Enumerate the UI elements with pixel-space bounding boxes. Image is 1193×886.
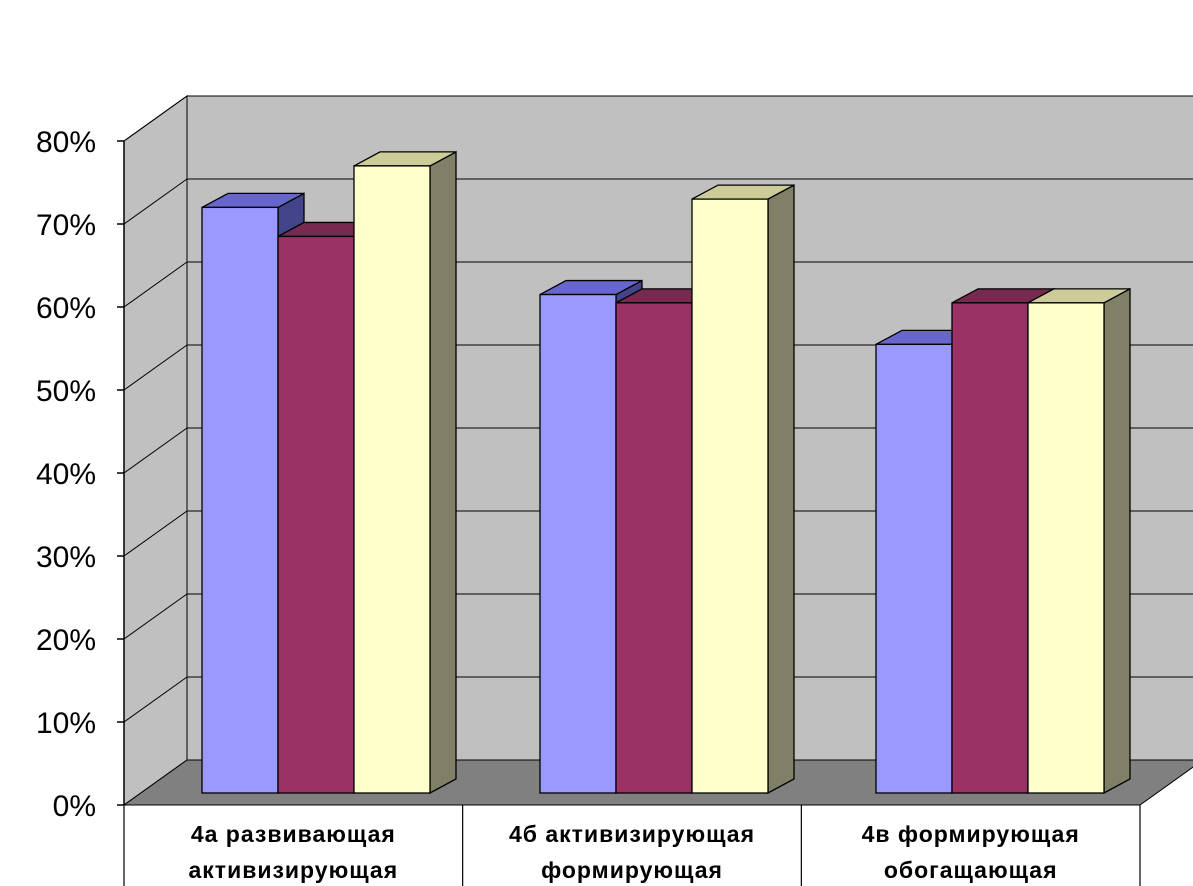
gridline-side	[123, 261, 188, 308]
bar-side	[429, 150, 457, 795]
y-tick-label: 60%	[36, 292, 96, 325]
y-tick-label: 50%	[36, 375, 96, 408]
y-tick-label: 80%	[36, 126, 96, 159]
bar	[1027, 302, 1105, 794]
x-category-label: 4б активизирующая	[509, 821, 755, 847]
gridline-side	[123, 510, 188, 557]
gridline-side	[123, 344, 188, 391]
bar	[353, 165, 431, 794]
bar	[277, 235, 355, 794]
x-category-label: 4а развивающая	[191, 821, 396, 847]
x-category-label: 4в формирующая	[862, 821, 1080, 847]
bar-side	[1103, 287, 1131, 795]
bar	[201, 206, 279, 794]
gridline-side	[123, 178, 188, 225]
gridline-side	[123, 95, 188, 142]
y-tick-label: 30%	[36, 541, 96, 574]
y-tick-label: 0%	[53, 790, 96, 823]
bar	[951, 302, 1029, 794]
bar	[875, 343, 953, 794]
x-category-label: активизирующая	[189, 857, 399, 883]
y-tick-label: 10%	[36, 707, 96, 740]
bar	[539, 293, 617, 794]
bar	[691, 198, 769, 794]
y-tick-label: 20%	[36, 624, 96, 657]
bar	[615, 302, 693, 794]
gridline-side	[123, 593, 188, 640]
x-category-label: обогащающая	[884, 857, 1058, 883]
bar-side	[767, 184, 795, 795]
gridline-side	[123, 427, 188, 474]
y-tick-label: 40%	[36, 458, 96, 491]
y-tick-label: 70%	[36, 209, 96, 242]
gridline-side	[123, 676, 188, 723]
x-category-label: формирующая	[541, 857, 723, 883]
